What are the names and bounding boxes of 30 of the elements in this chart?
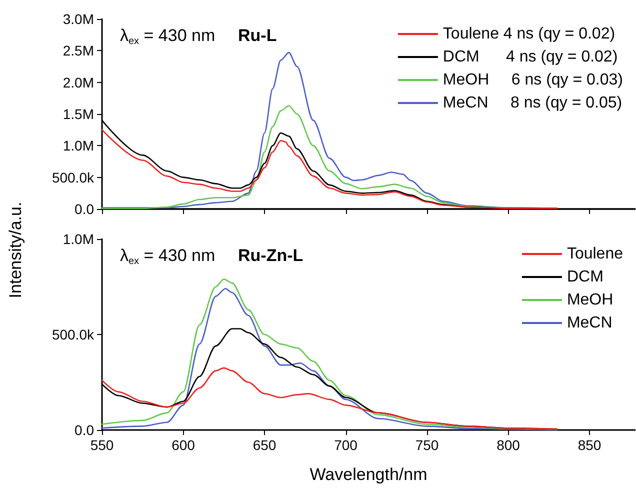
x-tick-label: 650 (252, 437, 276, 453)
x-tick-label: 550 (90, 437, 114, 453)
y-tick-label: 1.0M (62, 138, 94, 154)
line-series (101, 367, 558, 430)
legend-label: DCM 4 ns (qy = 0.02) (442, 48, 618, 66)
x-tick-label: 600 (172, 437, 196, 453)
y-axis-title: Intensity/a.u. (6, 202, 26, 298)
legend-label: DCM (566, 268, 604, 286)
x-tick-label: 850 (578, 437, 602, 453)
annotation: Ru-L (238, 26, 277, 45)
y-tick-label: 0.0 (74, 201, 94, 217)
legend-label: Toulene (566, 246, 624, 262)
y-tick-label: 0.0 (74, 422, 94, 438)
x-tick-label: 750 (415, 437, 439, 453)
legend-label: MeOH 6 ns (qy = 0.03) (442, 72, 624, 88)
legend-label: Toulene 4 ns (qy = 0.02) (442, 26, 616, 42)
x-tick-label: 700 (334, 437, 358, 453)
x-tick-label: 800 (496, 437, 520, 453)
y-tick-label: 3.0M (62, 11, 94, 27)
y-tick-label: 500.0k (52, 326, 95, 342)
legend-label: MeOH (566, 292, 614, 308)
y-tick-label: 2.5M (62, 42, 94, 59)
annotation: Ru-Zn-L (238, 246, 304, 265)
legend-label: MeCN (566, 314, 612, 332)
y-tick-label: 500.0k (52, 169, 95, 186)
y-tick-label: 1.0M (62, 231, 94, 247)
y-tick-label: 2.0M (62, 74, 94, 90)
x-axis-title: Wavelength/nm (310, 465, 428, 484)
y-tick-label: 1.5M (62, 106, 94, 122)
legend-label: MeCN 8 ns (qy = 0.05) (442, 94, 622, 112)
